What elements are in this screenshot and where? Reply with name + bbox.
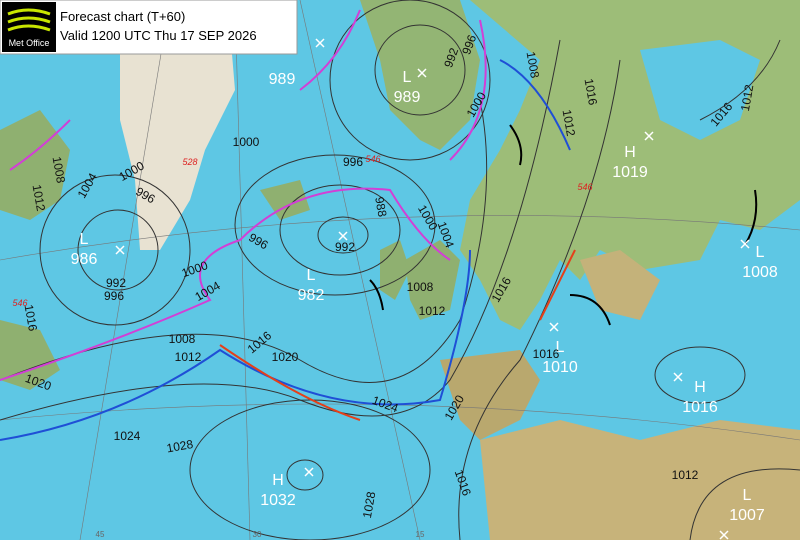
grid-label: 45	[96, 530, 105, 539]
isobar-label: 1016	[582, 77, 600, 106]
isobar-label: 1012	[738, 83, 756, 112]
isobar-label: 1016	[533, 347, 560, 361]
isobar-label: 1012	[560, 108, 578, 137]
thickness-label: 546	[12, 298, 27, 308]
thickness-label: 546	[577, 182, 592, 192]
centre-cross	[115, 245, 125, 255]
isobar-label: 996	[343, 155, 363, 169]
centre-cross	[315, 38, 325, 48]
centre-type: H	[272, 472, 284, 489]
centre-pressure: 1007	[729, 507, 765, 524]
centre-cross	[338, 231, 348, 241]
isobar-label: 992	[106, 276, 126, 290]
isobar-label: 1028	[165, 437, 194, 455]
isobar-label: 1008	[407, 280, 434, 294]
isobar-label: 1028	[360, 490, 378, 519]
logo-text: Met Office	[9, 38, 50, 48]
thickness-label: 546	[365, 154, 380, 164]
centre-pressure: 989	[394, 89, 421, 106]
isobar-label: 1012	[672, 468, 699, 482]
centre-pressure: 1019	[612, 164, 648, 181]
centre-cross	[549, 322, 559, 332]
isobar-label: 1008	[169, 332, 196, 346]
centre-type: L	[756, 244, 765, 261]
centre-type: L	[80, 231, 89, 248]
centre-pressure: 1008	[742, 264, 778, 281]
fronts	[0, 9, 758, 441]
centre-cross	[644, 131, 654, 141]
centre-pressure: 1032	[260, 492, 296, 509]
isobar-label: 996	[459, 33, 479, 57]
isobar-label: 1000	[233, 135, 260, 149]
isobar-label: 1008	[50, 155, 68, 184]
centre-pressure: 989	[269, 71, 296, 88]
centre-cross	[673, 372, 683, 382]
thickness-label: 528	[182, 157, 197, 167]
isobar-label: 1008	[524, 50, 542, 79]
centre-cross	[417, 68, 427, 78]
isobar-label: 1012	[175, 350, 202, 364]
centre-type: L	[403, 69, 412, 86]
centre-type: L	[743, 487, 752, 504]
centre-pressure: 1016	[682, 399, 718, 416]
isobar-label: 1012	[30, 183, 48, 212]
centre-type: L	[556, 339, 565, 356]
centre-cross	[719, 530, 729, 540]
isobar-label: 1016	[22, 303, 40, 332]
centre-pressure: 986	[71, 251, 98, 268]
isobar-label: 996	[104, 289, 124, 303]
centre-type: H	[624, 144, 636, 161]
chart-title: Forecast chart (T+60)	[60, 9, 185, 24]
centre-cross	[740, 239, 750, 249]
centre-type: L	[307, 267, 316, 284]
isobar-label: 988	[372, 196, 389, 218]
isobar-label: 992	[335, 240, 355, 254]
centre-type: H	[694, 379, 706, 396]
isobar-label: 1012	[419, 304, 446, 318]
isobar-label: 1024	[114, 429, 141, 443]
grid-label: 30	[253, 530, 262, 539]
header-box: Met Office Forecast chart (T+60) Valid 1…	[0, 0, 298, 55]
centre-pressure: 982	[298, 287, 325, 304]
isobar-label: 992	[441, 46, 461, 70]
isobar-label: 1020	[272, 350, 299, 364]
grid-label: 15	[416, 530, 425, 539]
valid-time: Valid 1200 UTC Thu 17 SEP 2026	[60, 28, 257, 43]
centre-cross	[304, 467, 314, 477]
centre-pressure: 1010	[542, 359, 578, 376]
